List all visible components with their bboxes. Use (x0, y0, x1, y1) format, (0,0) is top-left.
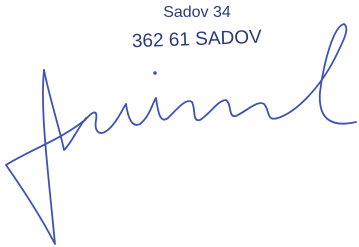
signature-dot (153, 71, 157, 75)
signature (6, 24, 356, 244)
street: Sadov 34 (163, 4, 231, 21)
city: 362 61 SADOV (132, 27, 263, 53)
page: {"address": {"street": "Sadov 34", "city… (0, 0, 359, 247)
scan: Sadov 34 362 61 SADOV (0, 0, 359, 247)
